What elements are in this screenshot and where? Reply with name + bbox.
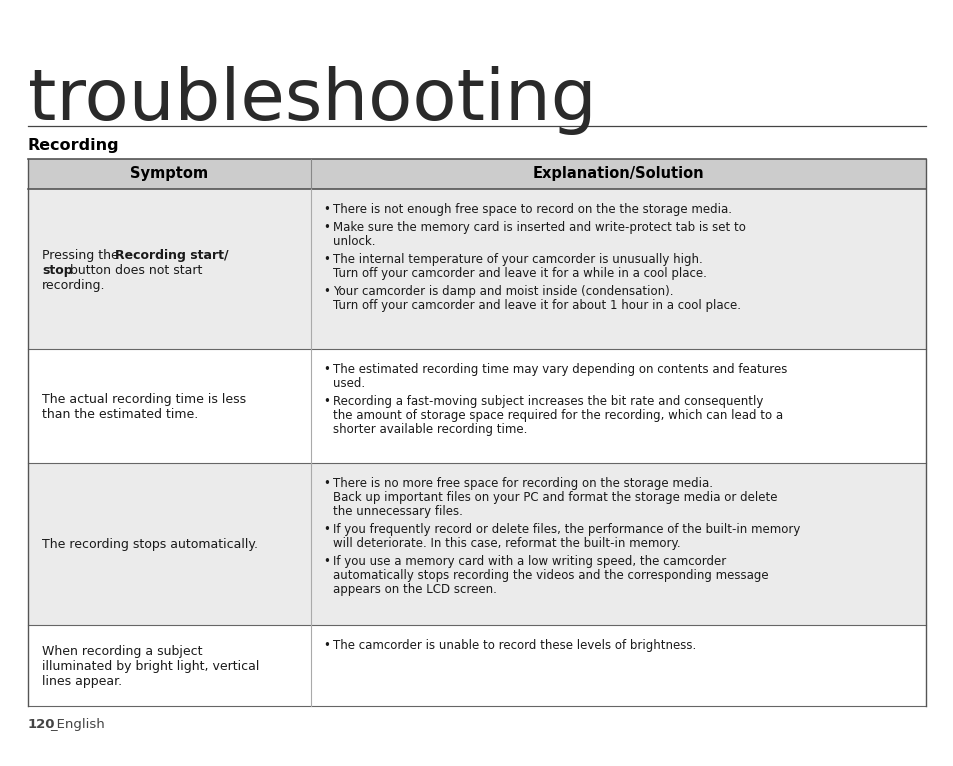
Text: troubleshooting: troubleshooting [28, 66, 596, 135]
Text: •: • [322, 203, 330, 216]
Bar [28, 189, 925, 349]
Text: Make sure the memory card is inserted and write-protect tab is set to: Make sure the memory card is inserted an… [333, 221, 745, 234]
Text: •: • [322, 639, 330, 652]
Text: the amount of storage space required for the recording, which can lead to a: the amount of storage space required for… [333, 409, 782, 422]
Text: will deteriorate. In this case, reformat the built-in memory.: will deteriorate. In this case, reformat… [333, 537, 679, 550]
Text: button does not start: button does not start [66, 264, 202, 277]
Text: The camcorder is unable to record these levels of brightness.: The camcorder is unable to record these … [333, 639, 696, 652]
Text: The actual recording time is less: The actual recording time is less [42, 393, 246, 406]
Text: •: • [322, 476, 330, 489]
Text: automatically stops recording the videos and the corresponding message: automatically stops recording the videos… [333, 569, 768, 582]
Text: •: • [322, 555, 330, 568]
Bar [28, 463, 925, 624]
Text: •: • [322, 253, 330, 266]
Text: •: • [322, 285, 330, 298]
Text: unlock.: unlock. [333, 235, 375, 248]
Text: used.: used. [333, 377, 365, 390]
Text: Recording a fast-moving subject increases the bit rate and consequently: Recording a fast-moving subject increase… [333, 394, 762, 408]
Text: The recording stops automatically.: The recording stops automatically. [42, 538, 257, 552]
Text: stop: stop [42, 264, 72, 277]
Text: When recording a subject: When recording a subject [42, 645, 202, 658]
Text: The estimated recording time may vary depending on contents and features: The estimated recording time may vary de… [333, 363, 786, 376]
Text: Symptom: Symptom [131, 166, 209, 182]
Text: 120: 120 [28, 718, 55, 731]
Text: Pressing the: Pressing the [42, 249, 123, 262]
Text: Recording start/: Recording start/ [114, 249, 228, 262]
Text: Back up important files on your PC and format the storage media or delete: Back up important files on your PC and f… [333, 491, 777, 504]
Text: Turn off your camcorder and leave it for a while in a cool place.: Turn off your camcorder and leave it for… [333, 267, 706, 280]
Text: If you use a memory card with a low writing speed, the camcorder: If you use a memory card with a low writ… [333, 555, 725, 568]
Text: There is not enough free space to record on the the storage media.: There is not enough free space to record… [333, 203, 731, 216]
Text: than the estimated time.: than the estimated time. [42, 408, 198, 421]
Text: •: • [322, 394, 330, 408]
Text: The internal temperature of your camcorder is unusually high.: The internal temperature of your camcord… [333, 253, 701, 266]
Text: Your camcorder is damp and moist inside (condensation).: Your camcorder is damp and moist inside … [333, 285, 673, 298]
Text: If you frequently record or delete files, the performance of the built-in memory: If you frequently record or delete files… [333, 523, 800, 536]
Text: Turn off your camcorder and leave it for about 1 hour in a cool place.: Turn off your camcorder and leave it for… [333, 299, 740, 312]
Bar [28, 159, 925, 189]
Text: lines appear.: lines appear. [42, 675, 122, 688]
Text: •: • [322, 221, 330, 234]
Text: Recording: Recording [28, 138, 119, 153]
Text: _English: _English [50, 718, 105, 731]
Text: the unnecessary files.: the unnecessary files. [333, 505, 462, 518]
Text: shorter available recording time.: shorter available recording time. [333, 423, 527, 436]
Bar [28, 624, 925, 706]
Text: •: • [322, 363, 330, 376]
Text: •: • [322, 523, 330, 536]
Text: illuminated by bright light, vertical: illuminated by bright light, vertical [42, 660, 259, 673]
Text: There is no more free space for recording on the storage media.: There is no more free space for recordin… [333, 476, 712, 489]
Bar [28, 349, 925, 463]
Text: recording.: recording. [42, 279, 106, 292]
Text: Explanation/Solution: Explanation/Solution [532, 166, 703, 182]
Text: appears on the LCD screen.: appears on the LCD screen. [333, 583, 497, 596]
